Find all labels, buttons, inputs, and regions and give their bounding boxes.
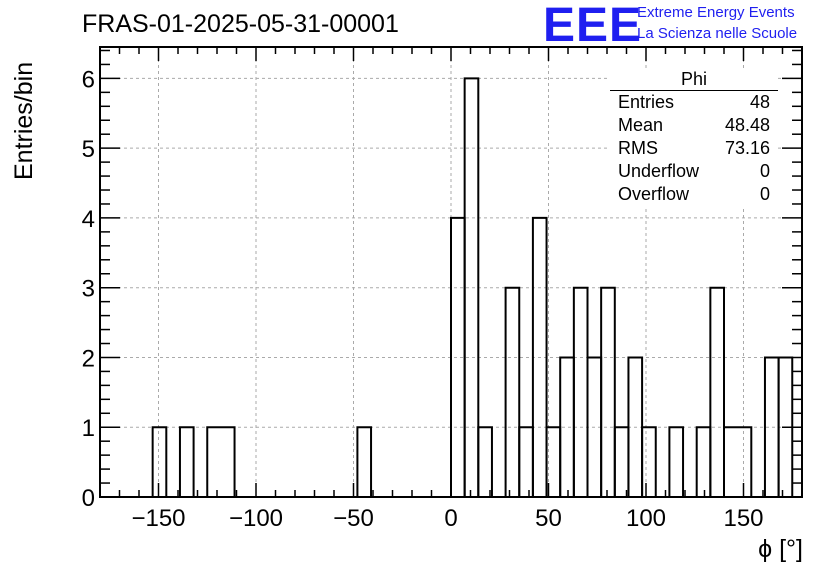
histogram-bar (641, 426, 657, 497)
histogram-bar (695, 426, 712, 497)
stats-label: Underflow (618, 161, 700, 181)
stats-label: RMS (618, 138, 658, 158)
stats-row-underflow: Underflow 0 (610, 160, 778, 183)
stats-row-mean: Mean 48.48 (610, 114, 778, 137)
histogram-bar (572, 286, 589, 497)
x-tick-label: −100 (229, 505, 283, 532)
y-tick-label: 4 (82, 206, 95, 233)
histogram-bar (518, 426, 534, 497)
x-tick-label: 150 (723, 505, 763, 532)
histogram-bar (178, 426, 195, 497)
x-tick-label: −50 (333, 505, 374, 532)
histogram-bar (477, 426, 493, 497)
histogram-bar (504, 286, 521, 497)
stats-row-rms: RMS 73.16 (610, 137, 778, 160)
histogram-bars (151, 77, 794, 497)
x-tick-label: 0 (444, 505, 457, 532)
x-tick-labels: −150 −100 −50 0 50 100 150 (131, 505, 763, 532)
stats-box: Phi Entries 48 Mean 48.48 RMS 73.16 Unde… (610, 68, 778, 206)
eee-logo: EEE (543, 0, 643, 52)
stats-value: 0 (759, 161, 770, 181)
y-tick-label: 0 (82, 485, 95, 512)
x-axis-title: ϕ [°] (758, 535, 803, 563)
logo-line-1: Extreme Energy Events (637, 4, 795, 21)
histogram-bar (151, 426, 168, 497)
histogram-bar (600, 286, 616, 497)
histogram-bar (356, 426, 373, 497)
chart-title: FRAS-01-2025-05-31-00001 (82, 10, 399, 38)
y-tick-label: 3 (82, 276, 95, 303)
logo-line-2: La Scienza nelle Scuole (637, 25, 798, 42)
histogram-bar (206, 426, 236, 497)
stats-row-entries: Entries 48 (610, 91, 778, 114)
y-tick-label: 6 (82, 66, 95, 93)
y-tick-labels: 0 1 2 3 4 5 6 (82, 66, 95, 512)
stats-value: 0 (759, 184, 770, 204)
stats-value: 73.16 (724, 138, 770, 158)
stats-label: Overflow (618, 184, 690, 204)
histogram-bar (723, 426, 753, 497)
stats-label: Entries (618, 92, 675, 112)
y-axis-title: Entries/bin (10, 62, 38, 180)
stats-label: Mean (618, 115, 664, 135)
histogram-bar (613, 426, 630, 497)
stats-title: Phi (610, 68, 778, 91)
stats-value: 48 (749, 92, 770, 112)
histogram-bar (531, 216, 548, 497)
stats-value: 48.48 (724, 115, 770, 135)
x-tick-label: 100 (626, 505, 666, 532)
histogram-bar (668, 426, 685, 497)
x-tick-label: 50 (535, 505, 562, 532)
y-tick-label: 1 (82, 415, 95, 442)
axis-ticks (100, 47, 802, 498)
y-tick-label: 2 (82, 345, 95, 372)
stats-row-overflow: Overflow 0 (610, 183, 778, 206)
histogram-bar (463, 77, 480, 497)
x-tick-label: −150 (131, 505, 185, 532)
histogram-bar (709, 286, 725, 497)
y-tick-label: 5 (82, 136, 95, 163)
